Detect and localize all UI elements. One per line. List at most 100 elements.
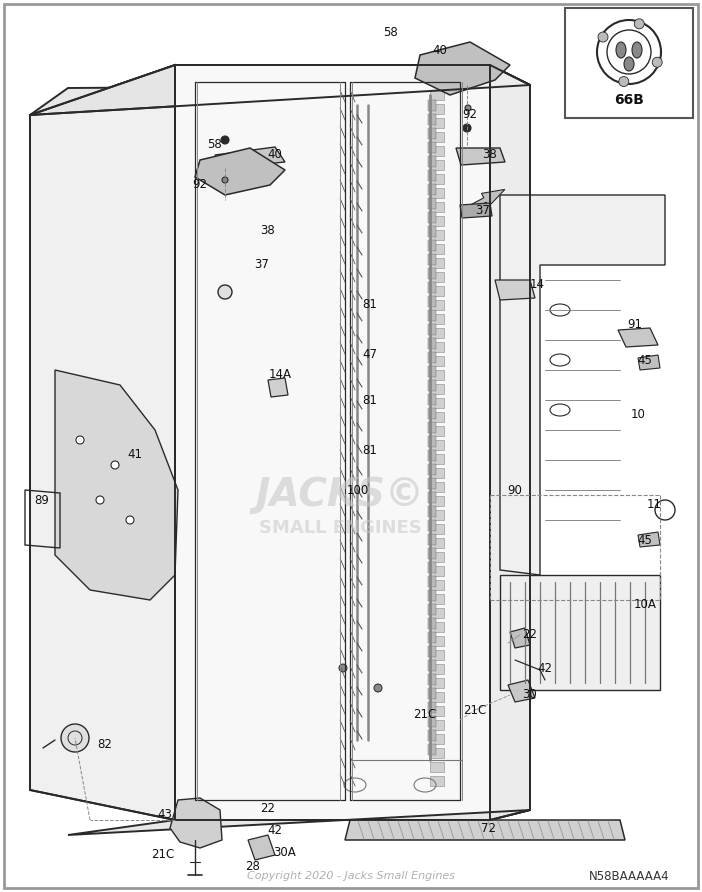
Text: 28: 28 (246, 861, 260, 873)
Polygon shape (55, 370, 178, 600)
Bar (428, 688, 436, 699)
Bar (428, 702, 436, 713)
Bar (430, 370, 444, 380)
Bar (428, 142, 436, 153)
Bar (430, 272, 444, 282)
Polygon shape (175, 65, 490, 820)
Bar (430, 132, 444, 142)
Bar (430, 384, 444, 394)
Polygon shape (248, 835, 275, 860)
Polygon shape (508, 680, 535, 702)
Text: 40: 40 (432, 44, 447, 56)
Polygon shape (268, 378, 288, 397)
Bar (428, 674, 436, 685)
Circle shape (61, 724, 89, 752)
Polygon shape (618, 328, 658, 347)
Bar (428, 366, 436, 377)
Text: 30A: 30A (274, 846, 296, 858)
Circle shape (463, 124, 471, 132)
Bar (430, 608, 444, 618)
Bar (428, 604, 436, 615)
Bar (428, 310, 436, 321)
Text: 81: 81 (362, 393, 378, 407)
Bar (430, 580, 444, 590)
Text: 43: 43 (157, 808, 173, 822)
Circle shape (222, 177, 228, 183)
Polygon shape (500, 195, 665, 575)
Bar (428, 156, 436, 167)
Bar (430, 426, 444, 436)
Bar (430, 524, 444, 534)
Circle shape (618, 77, 629, 87)
Text: 58: 58 (383, 26, 397, 38)
Bar (430, 230, 444, 240)
Text: 21C: 21C (463, 704, 486, 716)
Bar (430, 258, 444, 268)
Circle shape (218, 285, 232, 299)
Bar (428, 590, 436, 601)
Text: N58BAAAAA4: N58BAAAAA4 (590, 870, 670, 882)
Bar (428, 520, 436, 531)
Text: SMALL ENGINES: SMALL ENGINES (258, 519, 421, 537)
Bar (430, 440, 444, 450)
Bar (428, 324, 436, 335)
Text: 45: 45 (637, 533, 652, 547)
Circle shape (339, 664, 347, 672)
Ellipse shape (632, 42, 642, 58)
Bar (428, 114, 436, 125)
Bar (430, 90, 444, 100)
Bar (428, 198, 436, 209)
Bar (428, 338, 436, 349)
Bar (428, 632, 436, 643)
Bar (430, 104, 444, 114)
Bar (430, 342, 444, 352)
Text: 81: 81 (362, 299, 378, 311)
Bar (430, 678, 444, 688)
Polygon shape (195, 148, 285, 195)
Text: 41: 41 (128, 449, 143, 461)
Bar (428, 268, 436, 279)
Bar (430, 538, 444, 548)
Text: 92: 92 (192, 178, 208, 192)
Bar (430, 594, 444, 604)
Bar (428, 478, 436, 489)
Bar (428, 254, 436, 265)
Bar (428, 716, 436, 727)
Bar (428, 128, 436, 139)
Bar (428, 506, 436, 517)
Bar (430, 762, 444, 772)
Circle shape (635, 19, 644, 29)
Ellipse shape (624, 57, 634, 71)
Bar (428, 450, 436, 461)
Bar (428, 422, 436, 433)
Bar (428, 380, 436, 391)
Bar (430, 160, 444, 170)
Text: Copyright 2020 - Jacks Small Engines: Copyright 2020 - Jacks Small Engines (247, 871, 455, 881)
Polygon shape (170, 798, 222, 848)
Text: 42: 42 (267, 823, 282, 837)
Circle shape (465, 105, 471, 111)
Bar (430, 356, 444, 366)
Text: 47: 47 (362, 349, 378, 361)
Ellipse shape (616, 42, 626, 58)
Text: 66B: 66B (614, 93, 644, 107)
Bar (428, 562, 436, 573)
Circle shape (96, 496, 104, 504)
Text: 37: 37 (475, 203, 491, 217)
Text: 22: 22 (260, 802, 275, 814)
Bar (428, 352, 436, 363)
Polygon shape (500, 575, 660, 690)
Bar (430, 468, 444, 478)
Polygon shape (638, 532, 660, 547)
Bar (428, 730, 436, 741)
Bar (430, 398, 444, 408)
Text: 90: 90 (508, 483, 522, 497)
Bar (430, 664, 444, 674)
Bar (430, 650, 444, 660)
Circle shape (374, 684, 382, 692)
Bar (565, 8, 693, 118)
Text: 45: 45 (637, 353, 652, 367)
Bar (430, 118, 444, 128)
Bar (430, 454, 444, 464)
Bar (430, 174, 444, 184)
